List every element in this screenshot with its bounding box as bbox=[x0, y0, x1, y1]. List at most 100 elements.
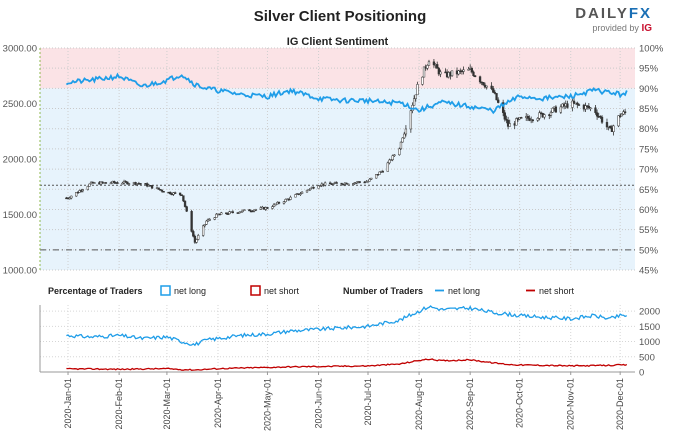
candle-body bbox=[577, 104, 581, 106]
candle-body bbox=[282, 201, 286, 204]
y-tick-right: 80% bbox=[639, 124, 659, 135]
candle-body bbox=[609, 125, 612, 129]
candle-body bbox=[526, 116, 530, 119]
y-tick-right: 75% bbox=[639, 144, 659, 155]
candle-body bbox=[145, 183, 149, 187]
candle-body bbox=[559, 106, 562, 113]
candle-body bbox=[294, 194, 297, 198]
candle-body bbox=[169, 191, 172, 195]
candle-body bbox=[612, 125, 615, 132]
x-tick-label: 2020-May-01 bbox=[262, 378, 272, 431]
y-tick-left: 2500.00 bbox=[3, 99, 37, 110]
candle-body bbox=[174, 192, 177, 194]
candle-body bbox=[381, 171, 384, 173]
candle-body bbox=[505, 119, 508, 121]
brand-name: DAILYFX bbox=[575, 5, 652, 22]
candle-body bbox=[403, 133, 406, 139]
candle-body bbox=[183, 200, 187, 207]
candle-body bbox=[414, 94, 417, 99]
candle-body bbox=[254, 209, 258, 211]
candle-body bbox=[299, 193, 302, 195]
y-tick-right: 65% bbox=[639, 185, 659, 196]
candle-body bbox=[571, 100, 574, 108]
candle-body bbox=[584, 105, 587, 110]
candle-body bbox=[620, 113, 623, 117]
candle-body bbox=[319, 185, 322, 187]
candle-body bbox=[437, 68, 441, 75]
candle-body bbox=[368, 178, 371, 182]
candle-body bbox=[248, 209, 251, 212]
candle-body bbox=[305, 189, 309, 193]
candle-body bbox=[576, 102, 579, 105]
candle-body bbox=[185, 206, 188, 212]
candle-body bbox=[422, 66, 426, 78]
candle-body bbox=[205, 220, 208, 225]
candle-body bbox=[501, 102, 505, 113]
candle-body bbox=[376, 174, 380, 176]
x-tick-label: 2020-Dec-01 bbox=[615, 378, 625, 430]
candle-body bbox=[366, 180, 370, 183]
candle-body bbox=[86, 186, 89, 190]
candle-body bbox=[335, 182, 338, 184]
candle-body bbox=[470, 68, 473, 73]
candle-body bbox=[492, 88, 495, 93]
candle-body bbox=[439, 71, 442, 75]
y-tick-right: 50% bbox=[639, 245, 659, 256]
candle-body bbox=[594, 107, 597, 113]
candle-body bbox=[462, 69, 465, 72]
candle-body bbox=[482, 82, 485, 86]
legend-num-title: Number of Traders bbox=[343, 286, 423, 296]
y-tick-right: 95% bbox=[639, 64, 659, 75]
candle-body bbox=[528, 118, 531, 121]
candle-body bbox=[208, 219, 211, 221]
candle-body bbox=[520, 117, 523, 119]
candle-body bbox=[421, 76, 424, 85]
x-tick-label: 2020-Mar-01 bbox=[162, 378, 172, 430]
candle-body bbox=[139, 183, 142, 185]
y-tick-right: 55% bbox=[639, 225, 659, 236]
candle-body bbox=[478, 76, 482, 83]
candle-body bbox=[473, 75, 477, 77]
candle-body bbox=[595, 112, 599, 117]
candle-body bbox=[251, 210, 254, 213]
chart-title: Silver Client Positioning bbox=[253, 8, 427, 25]
candle-body bbox=[531, 119, 534, 122]
candle-body bbox=[386, 162, 389, 172]
x-tick-label: 2020-Oct-01 bbox=[515, 378, 525, 428]
candle-body bbox=[274, 203, 277, 206]
candle-body bbox=[623, 111, 627, 113]
candle-body bbox=[93, 182, 96, 184]
y-tick-right: 85% bbox=[639, 104, 659, 115]
x-tick-label: 2020-Nov-01 bbox=[566, 378, 576, 430]
candle-body bbox=[271, 206, 274, 209]
candle-body bbox=[617, 115, 620, 127]
candle-body bbox=[121, 182, 124, 185]
sub-y-tick: 2000 bbox=[639, 307, 660, 318]
candle-body bbox=[543, 114, 546, 118]
x-tick-label: 2020-Jul-01 bbox=[363, 378, 373, 426]
candle-body bbox=[566, 103, 569, 108]
candle-body bbox=[231, 211, 234, 213]
candle-body bbox=[375, 174, 378, 179]
candle-body bbox=[307, 189, 310, 192]
legend-pct-short-label: net short bbox=[264, 286, 300, 296]
candle-body bbox=[399, 141, 403, 150]
candle-body bbox=[126, 181, 129, 185]
sub-y-tick: 1500 bbox=[639, 322, 660, 333]
y-tick-right: 100% bbox=[639, 44, 664, 55]
candle-body bbox=[241, 210, 244, 212]
candle-body bbox=[192, 231, 195, 237]
legend-pct-long-swatch bbox=[160, 285, 171, 296]
candle-body bbox=[538, 112, 541, 119]
y-tick-right: 90% bbox=[639, 84, 659, 95]
x-tick-label: 2020-Jan-01 bbox=[63, 378, 73, 429]
x-tick-label: 2020-Apr-01 bbox=[213, 378, 223, 428]
candle-body bbox=[589, 107, 592, 110]
candle-body bbox=[202, 225, 205, 236]
candle-body bbox=[347, 183, 350, 186]
candle-body bbox=[549, 112, 553, 116]
candle-body bbox=[389, 159, 393, 162]
candle-body bbox=[490, 85, 493, 89]
candle-body bbox=[162, 191, 165, 193]
candle-body bbox=[436, 64, 439, 69]
